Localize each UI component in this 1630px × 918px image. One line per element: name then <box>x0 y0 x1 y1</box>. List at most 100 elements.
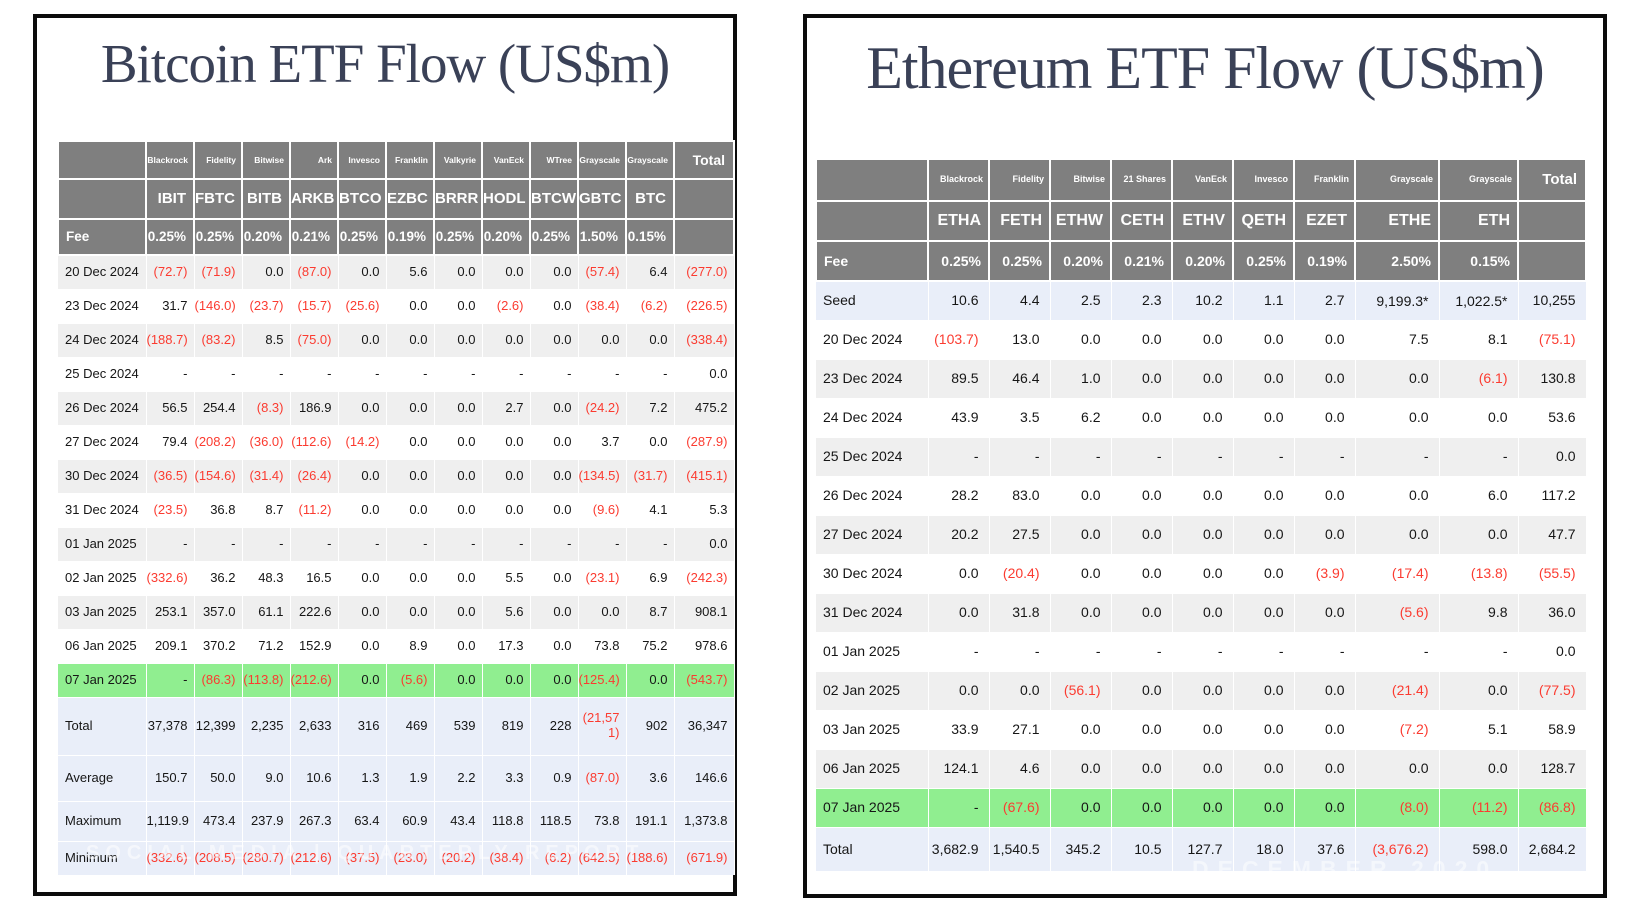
fee-label-cell: Fee <box>815 240 929 282</box>
value-cell: (212.6) <box>290 662 339 697</box>
total-value-cell: 36,347 <box>674 696 735 755</box>
value-cell: 819 <box>482 696 531 755</box>
value-cell: 2.7 <box>482 390 531 425</box>
ethereum-panel: Ethereum ETF Flow (US$m) Blackrock Fideli… <box>803 14 1607 898</box>
value-cell: (208.2) <box>194 424 243 459</box>
value-cell: (146.0) <box>194 288 243 323</box>
value-cell: 89.5 <box>928 358 990 398</box>
value-cell: 118.8 <box>482 800 531 841</box>
value-cell: 0.0 <box>1355 358 1440 398</box>
value-cell: 0.0 <box>1233 319 1295 359</box>
table-row: 23 Dec 2024 31.7 (146.0) (23.7) (15.7) (25.6)… <box>58 288 735 323</box>
value-cell: 0.0 <box>386 560 435 595</box>
value-cell: 150.7 <box>146 754 195 801</box>
value-cell: - <box>482 526 531 561</box>
value-cell: 209.1 <box>146 628 195 663</box>
value-cell: 0.0 <box>530 662 579 697</box>
table-row: 30 Dec 2024 (36.5) (154.6) (31.4) (26.4) 0.0 0… <box>58 458 735 493</box>
value-cell: 37,378 <box>146 696 195 755</box>
table-row: Average 150.7 50.0 9.0 10.6 1.3 1.9 2.2 3.3 0.9 (8… <box>58 754 735 801</box>
value-cell: 50.0 <box>194 754 243 801</box>
value-cell: (2.6) <box>482 288 531 323</box>
fee-cell: 0.15% <box>1438 240 1519 282</box>
value-cell: (7.2) <box>1355 709 1440 749</box>
value-cell: 3.7 <box>578 424 627 459</box>
row-label-cell: 25 Dec 2024 <box>58 356 147 391</box>
header-ticker-row: ETHA FETH ETHW CETH ETHV QETH EZET ETHE ETH <box>815 200 1587 242</box>
value-cell: - <box>1172 631 1234 671</box>
value-cell: 0.0 <box>338 594 387 629</box>
value-cell: (332.6) <box>146 840 195 875</box>
value-cell: 0.0 <box>626 424 675 459</box>
value-cell: - <box>290 526 339 561</box>
value-cell: 0.0 <box>1050 319 1112 359</box>
value-cell: 0.0 <box>1172 358 1234 398</box>
total-value-cell: 475.2 <box>674 390 735 425</box>
value-cell: 0.0 <box>530 390 579 425</box>
value-cell: 0.0 <box>1050 553 1112 593</box>
row-label-cell: 06 Jan 2025 <box>58 628 147 663</box>
row-label-cell: 20 Dec 2024 <box>58 254 147 289</box>
fee-cell: 0.15% <box>625 218 675 256</box>
row-label-cell: 26 Dec 2024 <box>58 390 147 425</box>
value-cell: (188.7) <box>146 322 195 357</box>
row-label-cell: 27 Dec 2024 <box>58 424 147 459</box>
value-cell: 0.0 <box>1355 397 1440 437</box>
value-cell: 2.5 <box>1050 280 1112 320</box>
value-cell: 0.0 <box>338 458 387 493</box>
header-issuer-cell: VanEck <box>1171 158 1234 202</box>
corner-cell <box>815 158 929 202</box>
value-cell: (280.7) <box>242 840 291 875</box>
value-cell: 191.1 <box>626 800 675 841</box>
value-cell: 0.0 <box>1111 475 1173 515</box>
ethereum-table: Blackrock Fidelity Bitwise 21 Shares VanEck I… <box>815 158 1587 871</box>
row-label-cell: 31 Dec 2024 <box>816 592 929 632</box>
value-cell: 0.0 <box>1233 358 1295 398</box>
value-cell: 0.0 <box>338 254 387 289</box>
value-cell: (6.1) <box>1439 358 1519 398</box>
value-cell: (20.4) <box>989 553 1051 593</box>
table-row: 07 Jan 2025- (67.6) 0.0 0.0 0.0 0.0 0.0 (8.0) (1… <box>816 787 1587 827</box>
value-cell: 222.6 <box>290 594 339 629</box>
row-label-cell: 02 Jan 2025 <box>58 560 147 595</box>
bitcoin-table: Blackrock Fidelity Bitwise Ark Invesco Frankl… <box>57 140 735 875</box>
value-cell: 43.4 <box>434 800 483 841</box>
bitcoin-flow-table: Blackrock Fidelity Bitwise Ark Invesco Frankl… <box>57 140 735 875</box>
value-cell: 0.0 <box>1111 787 1173 827</box>
value-cell: (26.4) <box>290 458 339 493</box>
header-fee-row: Fee 0.25% 0.25% 0.20% 0.21% 0.25% 0.19% 0.25% 0.… <box>57 218 735 256</box>
total-value-cell: 2,684.2 <box>1518 826 1587 871</box>
value-cell: 61.1 <box>242 594 291 629</box>
value-cell: 0.0 <box>1111 748 1173 788</box>
value-cell: 0.0 <box>1294 475 1356 515</box>
value-cell: - <box>989 436 1051 476</box>
value-cell: (125.4) <box>578 662 627 697</box>
corner-cell <box>57 140 147 180</box>
value-cell: (208.5) <box>194 840 243 875</box>
value-cell: 27.1 <box>989 709 1051 749</box>
value-cell: 118.5 <box>530 800 579 841</box>
value-cell: (72.7) <box>146 254 195 289</box>
value-cell: 357.0 <box>194 594 243 629</box>
value-cell: 0.0 <box>1111 358 1173 398</box>
value-cell: (37.5) <box>338 840 387 875</box>
table-row: 26 Dec 2024 56.5 254.4 (8.3) 186.9 0.0 0.0 0.0 2… <box>58 390 735 425</box>
header-total-cell: Total <box>1517 158 1587 202</box>
value-cell: 0.0 <box>434 322 483 357</box>
value-cell: 12,399 <box>194 696 243 755</box>
value-cell: (67.6) <box>989 787 1051 827</box>
header-ticker-cell: ETH <box>1438 200 1519 242</box>
value-cell: 0.0 <box>530 560 579 595</box>
value-cell: 0.0 <box>386 594 435 629</box>
header-ticker-cell: BTCO <box>337 178 387 220</box>
value-cell: 267.3 <box>290 800 339 841</box>
value-cell: 0.0 <box>482 662 531 697</box>
value-cell: 0.0 <box>242 254 291 289</box>
total-value-cell: 47.7 <box>1518 514 1587 554</box>
value-cell: (38.4) <box>482 840 531 875</box>
header-ticker-cell: ETHE <box>1354 200 1440 242</box>
header-ticker-cell: ARKB <box>289 178 339 220</box>
total-value-cell: 5.3 <box>674 492 735 527</box>
value-cell: 0.0 <box>434 662 483 697</box>
value-cell: - <box>1355 631 1440 671</box>
